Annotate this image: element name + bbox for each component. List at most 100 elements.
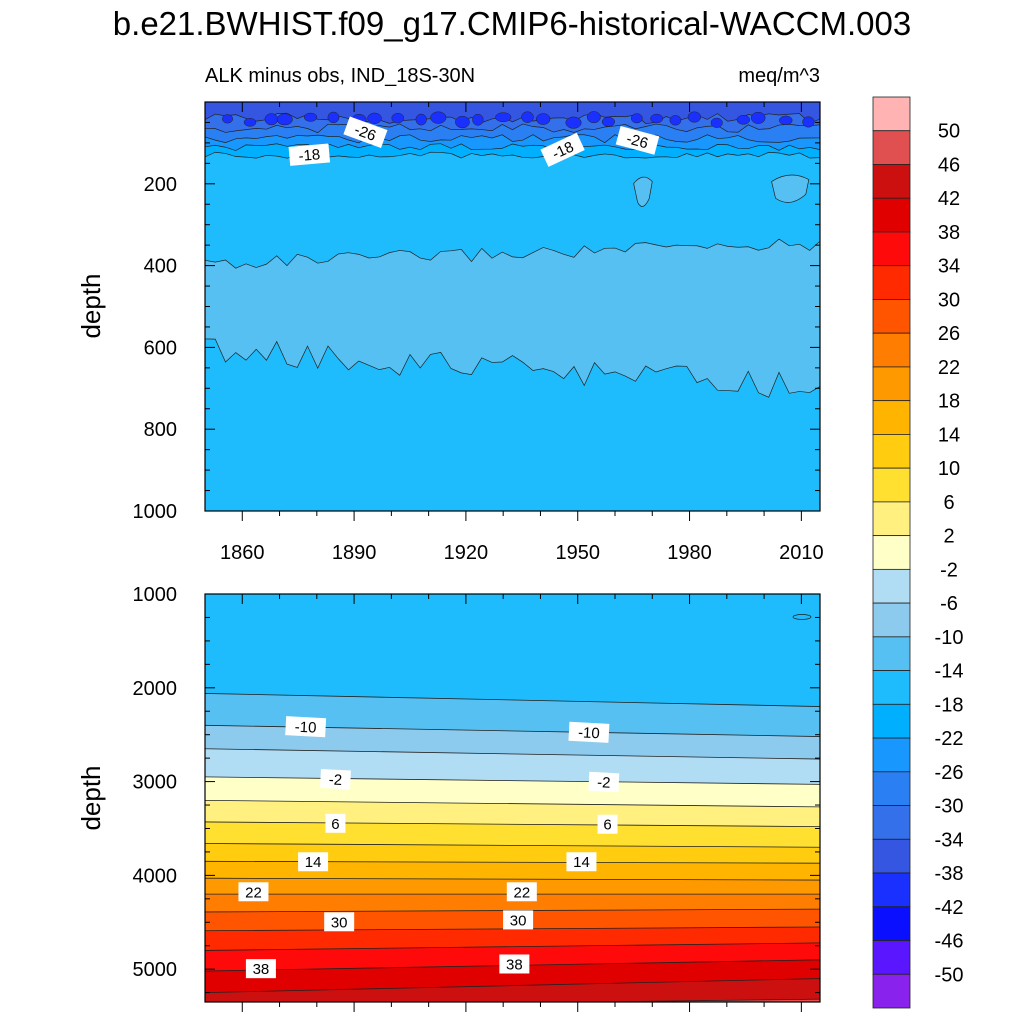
- colorbar-label: 26: [938, 323, 960, 345]
- contour-cell: [802, 116, 815, 128]
- contour-label: 6: [597, 814, 618, 834]
- contour-cell: [536, 113, 551, 125]
- contour-label: 22: [506, 882, 537, 902]
- contour-label: -2: [320, 768, 351, 790]
- colorbar-swatch: [872, 771, 911, 806]
- contour-cell: [669, 115, 682, 126]
- lower-axes: 1000 2000 3000 4000 5000: [133, 584, 820, 1012]
- y-tick-label: 600: [144, 337, 177, 359]
- colorbar-swatch: [872, 400, 911, 435]
- contour-label: -2: [588, 771, 620, 793]
- x-tick-label: 2010: [779, 542, 824, 564]
- colorbar-swatch: [872, 130, 911, 165]
- colorbar-swatch: [872, 838, 911, 874]
- colorbar-swatch: [872, 805, 911, 840]
- contour-label-text: -26: [625, 130, 650, 152]
- contour-label: -26: [615, 126, 660, 155]
- colorbar-swatch: [872, 703, 911, 739]
- contour-label: 22: [238, 882, 269, 902]
- contour-cell: [601, 116, 615, 127]
- colorbar-swatch: [872, 467, 911, 503]
- contour-label-bg: [540, 132, 585, 167]
- contour-label-text: 30: [331, 914, 348, 931]
- colorbar-swatch: [872, 568, 911, 604]
- contour-label-text: -26: [352, 121, 378, 144]
- contour-cell: [710, 117, 723, 128]
- y-tick-label: 3000: [133, 772, 178, 794]
- contour-label-bg: [343, 116, 388, 148]
- contour-label: -26: [343, 116, 388, 148]
- contour-label-text: 14: [573, 854, 590, 871]
- contour-label-text: 14: [305, 854, 322, 871]
- contour-label-bg: [298, 852, 329, 872]
- contour-label-bg: [238, 882, 269, 902]
- contour-line: [205, 693, 820, 707]
- contour-label-bg: [320, 768, 351, 790]
- contour-label: 38: [499, 954, 530, 974]
- upper-axes: 1860 1890 1920 1950 1980 2010 200 400 600 800 1000: [133, 101, 824, 564]
- contour-cell: [687, 111, 702, 123]
- contour-label-text: 30: [510, 912, 527, 929]
- contour-label-bg: [566, 852, 597, 872]
- contour-band: [589, 999, 820, 1002]
- y-tick-label: 5000: [133, 959, 178, 981]
- contour-cell: [430, 111, 447, 124]
- colorbar-swatch: [872, 332, 911, 368]
- contour-cell: [650, 113, 664, 124]
- x-tick-label: 1950: [555, 542, 600, 564]
- contour-label-text: 6: [603, 817, 611, 834]
- colorbar-swatch: [872, 872, 911, 908]
- contour-label-text: -2: [597, 774, 611, 792]
- colorbar-label: -18: [935, 694, 964, 716]
- upper-contour-labels: -26 -18 -18 -26: [288, 116, 660, 167]
- colorbar-label: -46: [935, 931, 964, 953]
- colorbar-swatch: [872, 366, 911, 402]
- contour-line: [205, 877, 820, 881]
- contour-line: [556, 998, 820, 1002]
- contour-label: -18: [288, 143, 331, 166]
- panel-units: meq/m^3: [738, 65, 820, 87]
- y-tick-label: 1000: [133, 501, 178, 523]
- colorbar-swatch: [872, 299, 911, 334]
- contour-label-bg: [325, 813, 346, 833]
- contour-cell: [630, 113, 643, 124]
- y-tick-label: 800: [144, 419, 177, 441]
- colorbar-label: -34: [935, 829, 964, 851]
- colorbar-swatch: [872, 973, 911, 1009]
- contour-label-bg: [588, 771, 620, 793]
- contour-patch: [792, 614, 812, 620]
- colorbar-label: 2: [943, 526, 954, 548]
- upper-y-axis-label: depth: [76, 273, 106, 338]
- contour-line: [205, 978, 820, 994]
- contour-cell: [303, 112, 318, 122]
- colorbar-swatch: [872, 434, 911, 469]
- contour-label-bg: [499, 954, 530, 974]
- colorbar-swatch: [872, 96, 911, 132]
- contour-label: 14: [298, 852, 329, 872]
- colorbar-label: -22: [935, 728, 964, 750]
- contour-label: 30: [324, 912, 355, 932]
- contour-label: 30: [503, 910, 534, 930]
- contour-label-bg: [324, 912, 355, 932]
- contour-label: -10: [285, 716, 327, 738]
- x-tick-label: 1920: [444, 542, 489, 564]
- colorbar-label: -50: [935, 964, 964, 986]
- lower-contour-labels: -10 -10 -2 -2 6 6 14 14 22 22 30 30 38 38: [238, 716, 620, 979]
- x-tick-label: 1980: [667, 542, 712, 564]
- contour-label-text: -2: [328, 771, 342, 789]
- contour-label-bg: [288, 143, 331, 166]
- contour-label-text: 22: [245, 884, 262, 901]
- colorbar-swatch: [872, 197, 911, 233]
- contour-cell: [521, 111, 534, 123]
- contour-line: [205, 942, 820, 951]
- colorbar-label: 30: [938, 289, 960, 311]
- lower-y-axis-label: depth: [76, 765, 106, 830]
- colorbar-label: 10: [938, 458, 960, 480]
- y-tick-label: 200: [144, 174, 177, 196]
- colorbar-label: 38: [938, 222, 960, 244]
- colorbar-label: -2: [940, 559, 958, 581]
- contour-line: [205, 799, 820, 808]
- colorbar-label: -14: [935, 661, 964, 683]
- y-tick-label: 1000: [133, 584, 178, 606]
